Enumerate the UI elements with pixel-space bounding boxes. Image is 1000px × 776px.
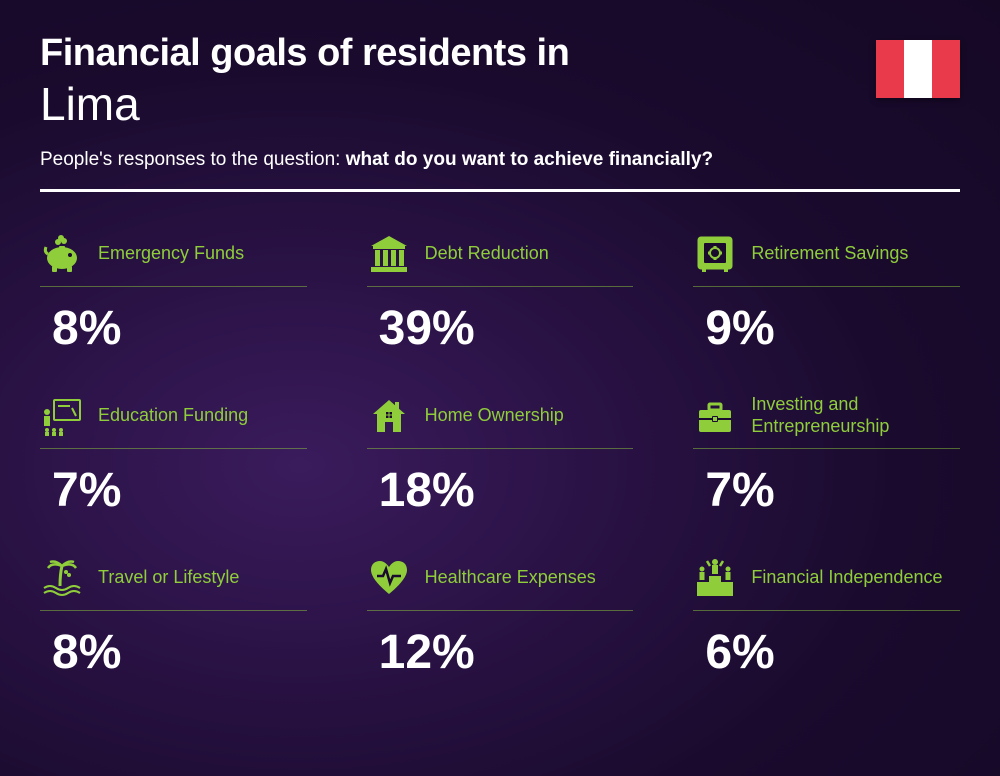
goal-label: Healthcare Expenses (425, 567, 596, 589)
heartbeat-icon (367, 556, 411, 600)
subtitle-prefix: People's responses to the question: (40, 149, 346, 170)
goal-label: Retirement Savings (751, 243, 908, 265)
subtitle-bold: what do you want to achieve financially? (346, 149, 713, 170)
goal-label: Education Funding (98, 405, 248, 427)
piggy-bank-icon (40, 232, 84, 276)
header: Financial goals of residents in Lima Peo… (40, 32, 960, 192)
goal-value: 12% (379, 625, 634, 680)
goal-home-ownership: Home Ownership 18% (367, 394, 634, 518)
goal-label: Investing and Entrepreneurship (751, 394, 960, 437)
safe-icon (693, 232, 737, 276)
title-line2: Lima (40, 77, 960, 131)
goal-value: 39% (379, 301, 634, 356)
goal-emergency-funds: Emergency Funds 8% (40, 232, 307, 356)
palm-icon (40, 556, 84, 600)
peru-flag-icon (876, 40, 960, 98)
goal-value: 8% (52, 625, 307, 680)
goal-label: Home Ownership (425, 405, 564, 427)
goal-investing: Investing and Entrepreneurship 7% (693, 394, 960, 518)
goal-label: Financial Independence (751, 567, 942, 589)
goal-value: 7% (52, 463, 307, 518)
bank-icon (367, 232, 411, 276)
goal-financial-independence: Financial Independence 6% (693, 556, 960, 680)
podium-icon (693, 556, 737, 600)
goal-label: Emergency Funds (98, 243, 244, 265)
goals-grid: Emergency Funds 8% Debt Reduction 39% Re… (40, 232, 960, 680)
goal-label: Debt Reduction (425, 243, 549, 265)
infographic-container: Financial goals of residents in Lima Peo… (0, 0, 1000, 712)
goal-value: 7% (705, 463, 960, 518)
flag-stripe (876, 40, 904, 98)
briefcase-icon (693, 394, 737, 438)
goal-travel: Travel or Lifestyle 8% (40, 556, 307, 680)
flag-stripe (932, 40, 960, 98)
goal-value: 9% (705, 301, 960, 356)
goal-value: 8% (52, 301, 307, 356)
goal-healthcare: Healthcare Expenses 12% (367, 556, 634, 680)
goal-value: 18% (379, 463, 634, 518)
goal-debt-reduction: Debt Reduction 39% (367, 232, 634, 356)
divider (40, 189, 960, 192)
flag-stripe (904, 40, 932, 98)
house-icon (367, 394, 411, 438)
title-line1: Financial goals of residents in (40, 32, 960, 75)
goal-education-funding: Education Funding 7% (40, 394, 307, 518)
goal-label: Travel or Lifestyle (98, 567, 239, 589)
goal-value: 6% (705, 625, 960, 680)
goal-retirement-savings: Retirement Savings 9% (693, 232, 960, 356)
education-icon (40, 394, 84, 438)
subtitle: People's responses to the question: what… (40, 149, 960, 171)
